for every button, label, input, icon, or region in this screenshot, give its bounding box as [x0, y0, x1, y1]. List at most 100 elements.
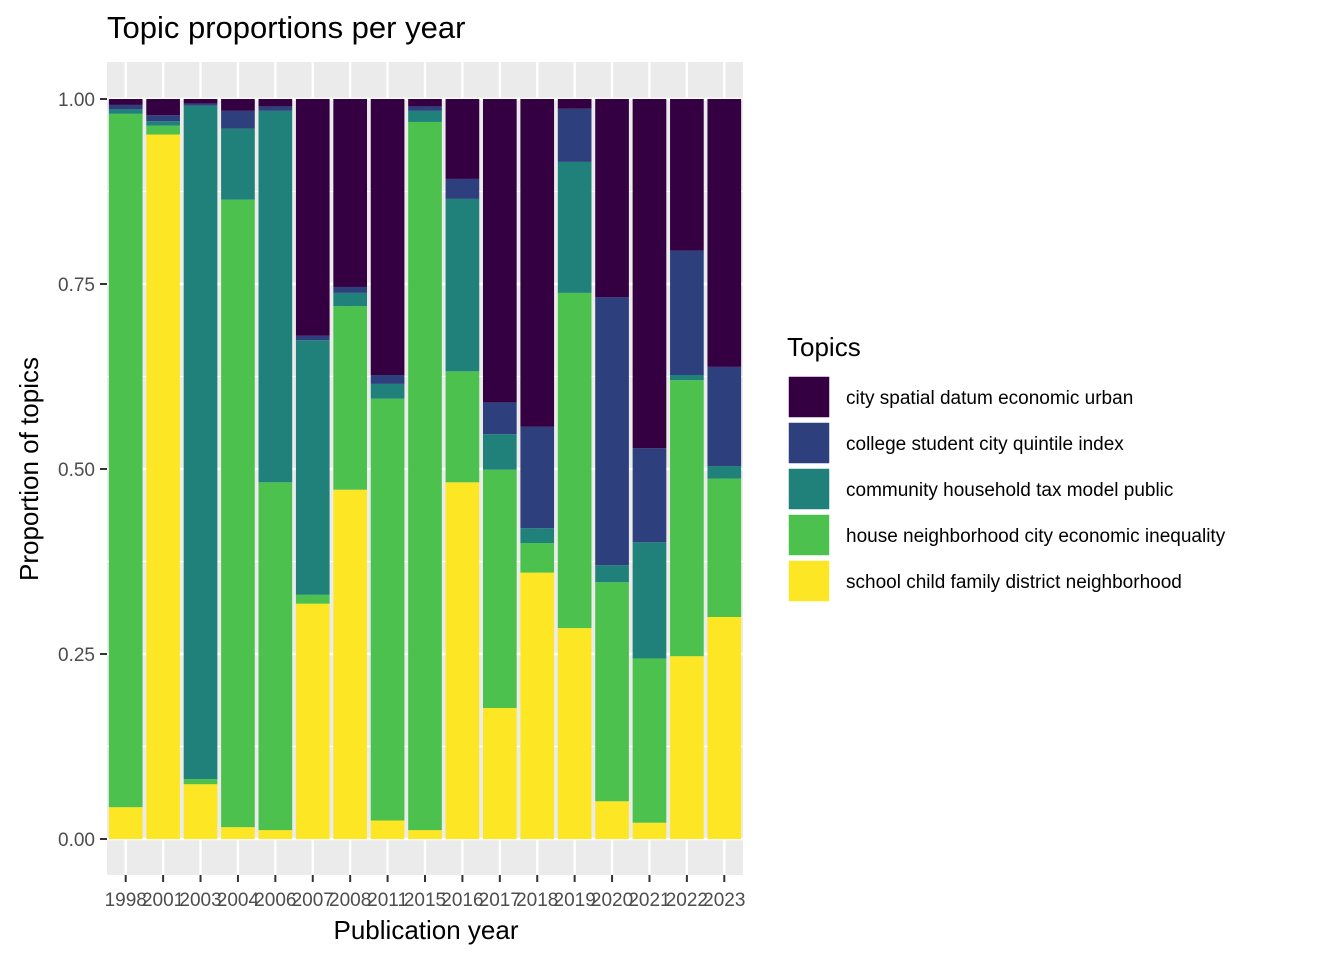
- x-tick-label: 2023: [703, 890, 745, 911]
- bar-segment: [557, 99, 592, 109]
- bar-segment: [670, 250, 704, 376]
- bar-segment: [632, 658, 667, 823]
- bar-segment: [221, 110, 255, 129]
- x-tick-label: 2017: [479, 890, 521, 911]
- y-tick-label: 0.25: [58, 645, 95, 666]
- bar-segment: [108, 104, 143, 110]
- bar-segment: [520, 572, 555, 839]
- legend-label: school child family district neighborhoo…: [846, 572, 1182, 593]
- bar-segment: [221, 827, 255, 839]
- x-tick-label: 2016: [441, 890, 483, 911]
- bar-segment: [595, 99, 629, 298]
- x-tick-label: 2001: [142, 890, 184, 911]
- legend-swatch: [787, 421, 831, 465]
- x-tick-label: 2008: [329, 890, 371, 911]
- x-tick-label: 2011: [367, 890, 408, 911]
- bar-segment: [482, 99, 517, 403]
- bar-segment: [333, 99, 368, 287]
- bar-segment: [557, 161, 592, 293]
- bar-segment: [408, 99, 442, 107]
- legend-swatch: [787, 375, 831, 419]
- bar-segment: [557, 108, 592, 162]
- bar-segment: [445, 178, 480, 199]
- bar-segment: [183, 105, 218, 780]
- bar-segment: [146, 125, 180, 135]
- bar-segment: [295, 99, 330, 336]
- bar-segment: [595, 801, 629, 839]
- bar-segment: [370, 383, 405, 399]
- bar-segment: [183, 784, 218, 839]
- x-axis-title: Publication year: [334, 915, 519, 945]
- bar-segment: [370, 99, 405, 376]
- legend-swatch: [787, 559, 831, 603]
- bar-segment: [183, 103, 218, 106]
- bar-segment: [221, 199, 255, 828]
- bar-segment: [707, 99, 742, 367]
- bar-segment: [557, 628, 592, 839]
- bar-segment: [408, 830, 442, 839]
- bar-segment: [258, 106, 293, 111]
- bar-segment: [632, 542, 667, 659]
- bar-segment: [670, 99, 704, 251]
- bar-segment: [632, 822, 667, 839]
- bar-segment: [632, 448, 667, 543]
- bar-segment: [520, 99, 555, 427]
- y-tick-label: 1.00: [58, 90, 95, 111]
- bar-segment: [258, 830, 293, 839]
- bar-segment: [445, 371, 480, 483]
- bar-segment: [295, 594, 330, 604]
- bar-segment: [333, 306, 368, 490]
- bar-segment: [146, 115, 180, 122]
- bar-segment: [595, 582, 629, 802]
- bar-segment: [295, 340, 330, 595]
- bar-segment: [258, 110, 293, 483]
- bar-segment: [183, 779, 218, 785]
- bar-segment: [520, 426, 555, 529]
- bar-segment: [108, 807, 143, 839]
- legend: Topics city spatial datum economic urban…: [787, 332, 1226, 603]
- bar-segment: [108, 113, 143, 808]
- legend-label: community household tax model public: [846, 480, 1173, 501]
- bar-segment: [333, 286, 368, 293]
- legend-label: college student city quintile index: [846, 434, 1124, 455]
- bar-segment: [707, 478, 742, 617]
- bars: [108, 99, 742, 839]
- x-tick-label: 2022: [666, 890, 708, 911]
- bar-segment: [408, 106, 442, 111]
- bar-segment: [482, 708, 517, 839]
- x-tick-label: 2019: [554, 890, 596, 911]
- bar-segment: [520, 543, 555, 573]
- bar-segment: [221, 128, 255, 200]
- y-axis-title: Proportion of topics: [14, 357, 44, 581]
- bar-segment: [482, 434, 517, 470]
- bar-segment: [408, 110, 442, 122]
- bar-segment: [520, 528, 555, 543]
- x-tick-label: 2015: [404, 890, 446, 911]
- bar-segment: [221, 99, 255, 111]
- bar-segment: [258, 482, 293, 831]
- bar-segment: [146, 99, 180, 116]
- bar-segment: [445, 99, 480, 179]
- x-tick-label: 2007: [292, 890, 334, 911]
- bar-segment: [146, 134, 180, 839]
- x-tick-label: 2018: [516, 890, 558, 911]
- legend-label: city spatial datum economic urban: [846, 388, 1133, 409]
- bar-segment: [445, 198, 480, 372]
- legend-title: Topics: [787, 332, 861, 362]
- x-axis: 1998200120032004200620072008201120152016…: [105, 875, 745, 911]
- x-tick-label: 2006: [254, 890, 296, 911]
- bar-segment: [146, 121, 180, 126]
- bar-segment: [370, 398, 405, 821]
- bar-segment: [707, 366, 742, 467]
- legend-swatch: [787, 513, 831, 557]
- bar-segment: [333, 489, 368, 839]
- y-tick-label: 0.50: [58, 460, 95, 481]
- bar-segment: [258, 99, 293, 107]
- x-tick-label: 2020: [591, 890, 633, 911]
- bar-segment: [333, 292, 368, 307]
- bar-segment: [445, 482, 480, 839]
- bar-segment: [482, 402, 517, 435]
- bar-segment: [557, 292, 592, 629]
- bar-segment: [108, 99, 143, 105]
